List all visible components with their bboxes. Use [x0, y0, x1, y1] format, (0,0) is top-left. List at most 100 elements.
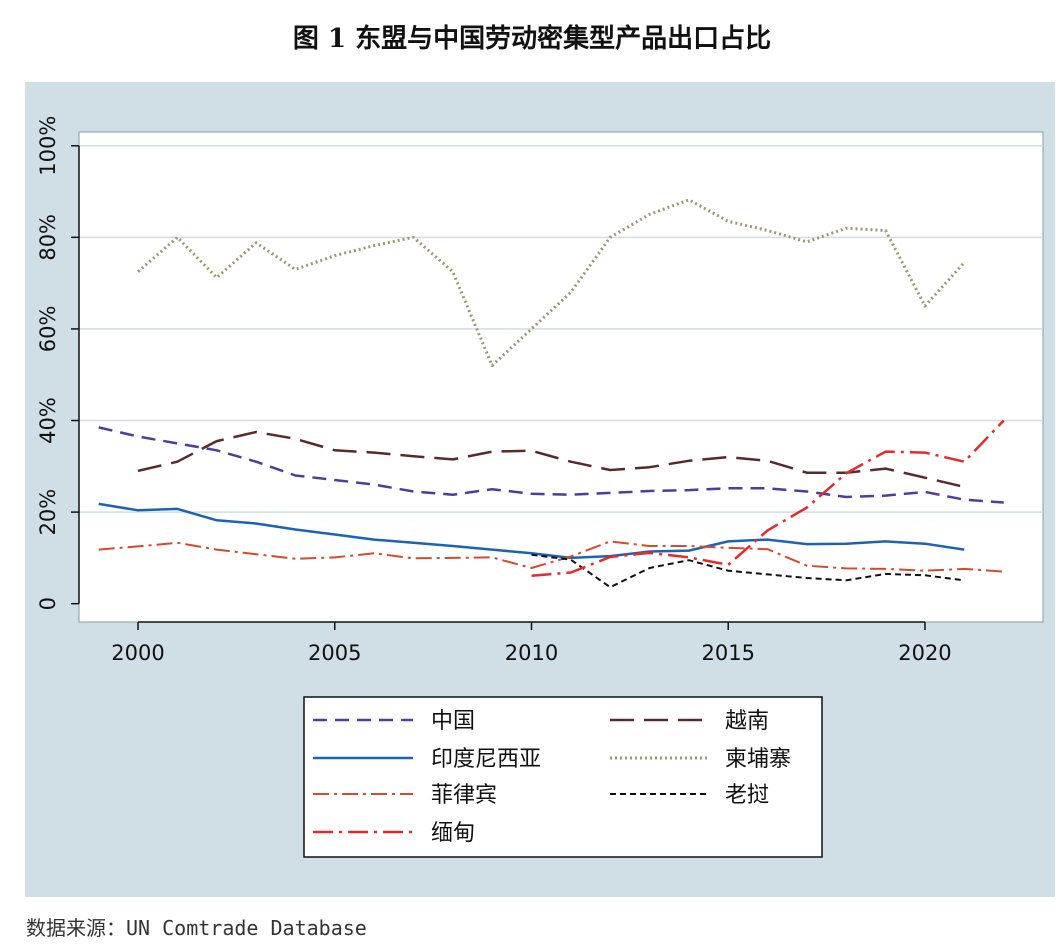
data-point — [963, 261, 965, 263]
y-tick-label: 60% — [36, 306, 60, 353]
data-point — [452, 557, 454, 559]
data-point — [137, 435, 139, 437]
data-point — [727, 456, 729, 458]
legend-label-5: 老挝 — [725, 783, 769, 808]
data-point — [137, 270, 139, 272]
data-point — [963, 548, 965, 550]
series-line-5 — [531, 553, 965, 589]
legend-label-0: 中国 — [431, 709, 475, 734]
y-tick-label: 80% — [36, 214, 60, 261]
data-point — [766, 529, 768, 531]
data-point — [255, 553, 257, 555]
data-point — [570, 461, 572, 463]
data-point — [884, 540, 886, 542]
data-point — [1002, 570, 1004, 572]
data-point — [609, 469, 611, 471]
data-point — [294, 528, 296, 530]
data-point — [845, 472, 847, 474]
x-tick-label: 2010 — [505, 641, 558, 665]
data-point — [963, 499, 965, 501]
data-point — [648, 552, 650, 554]
data-point — [727, 564, 729, 566]
data-point — [216, 449, 218, 451]
data-point — [688, 545, 690, 547]
data-point — [530, 575, 532, 577]
data-point — [412, 236, 414, 238]
data-point — [412, 557, 414, 559]
data-point — [137, 545, 139, 547]
data-point — [97, 503, 99, 505]
data-point — [373, 552, 375, 554]
legend-label-4: 菲律宾 — [431, 783, 497, 808]
data-point — [491, 450, 493, 452]
data-point — [688, 489, 690, 491]
data-point — [727, 220, 729, 222]
chart-panel: 0 20% 40% 60% 80% 100% 2000 2005 2010 2015 2020 中国… — [25, 82, 1055, 897]
data-point — [924, 305, 926, 307]
data-point — [924, 574, 926, 576]
data-point — [924, 491, 926, 493]
gridlines — [79, 144, 1043, 513]
data-point — [491, 364, 493, 366]
data-point — [845, 579, 847, 581]
legend-box — [303, 696, 823, 858]
series-line-2 — [98, 502, 965, 560]
data-point — [648, 490, 650, 492]
data-point — [806, 577, 808, 579]
data-point — [491, 488, 493, 490]
figure-title: 图 1 东盟与中国劳动密集型产品出口占比 — [292, 24, 772, 54]
data-point — [884, 450, 886, 452]
legend-label-6: 缅甸 — [431, 821, 475, 846]
data-point — [176, 442, 178, 444]
data-point — [688, 460, 690, 462]
data-point — [1002, 501, 1004, 503]
data-point — [924, 477, 926, 479]
data-point — [609, 492, 611, 494]
x-tick-label: 2005 — [308, 641, 361, 665]
data-point — [688, 559, 690, 561]
data-point — [570, 493, 572, 495]
data-point — [884, 229, 886, 231]
data-point — [806, 506, 808, 508]
source-note: 数据来源：UN Comtrade Database — [26, 916, 367, 940]
data-point — [530, 328, 532, 330]
data-point — [766, 487, 768, 489]
data-point — [963, 568, 965, 570]
data-point — [570, 555, 572, 557]
data-point — [255, 431, 257, 433]
data-point — [963, 461, 965, 463]
data-point — [570, 571, 572, 573]
legend-label-3: 柬埔寨 — [725, 747, 791, 772]
data-point — [137, 470, 139, 472]
data-point — [845, 542, 847, 544]
data-point — [688, 549, 690, 551]
data-point — [884, 573, 886, 575]
data-point — [609, 586, 611, 588]
data-point — [884, 494, 886, 496]
data-point — [845, 227, 847, 229]
data-point — [884, 568, 886, 570]
data-point — [570, 291, 572, 293]
data-point — [727, 570, 729, 572]
data-point — [334, 254, 336, 256]
data-point — [688, 199, 690, 201]
data-point — [216, 276, 218, 278]
data-point — [766, 538, 768, 540]
data-point — [412, 455, 414, 457]
legend-label-2: 印度尼西亚 — [431, 747, 541, 772]
data-point — [97, 548, 99, 550]
data-point — [806, 490, 808, 492]
data-point — [334, 556, 336, 558]
data-point — [216, 440, 218, 442]
data-point — [216, 548, 218, 550]
data-point — [412, 490, 414, 492]
data-point — [924, 451, 926, 453]
series-line-4 — [98, 540, 1004, 573]
data-point — [609, 556, 611, 558]
series-line-6 — [531, 419, 1005, 577]
series-lines — [97, 198, 1005, 589]
data-point — [806, 472, 808, 474]
data-point — [648, 567, 650, 569]
data-point — [530, 567, 532, 569]
data-point — [294, 268, 296, 270]
